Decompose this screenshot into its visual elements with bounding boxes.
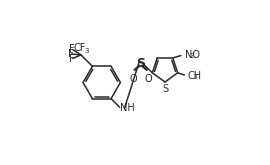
Text: CF: CF (74, 43, 86, 53)
Text: NO: NO (184, 50, 200, 60)
Text: O: O (144, 74, 152, 84)
Text: S: S (136, 57, 145, 70)
Text: S: S (162, 84, 168, 94)
Text: CH: CH (187, 71, 201, 81)
Text: F: F (69, 54, 75, 64)
Text: 2: 2 (190, 53, 194, 59)
Text: 3: 3 (192, 74, 197, 80)
Text: F: F (68, 49, 73, 59)
Text: O: O (130, 74, 137, 84)
Text: 3: 3 (84, 48, 89, 54)
Text: NH: NH (120, 103, 135, 113)
Text: F: F (69, 44, 75, 54)
